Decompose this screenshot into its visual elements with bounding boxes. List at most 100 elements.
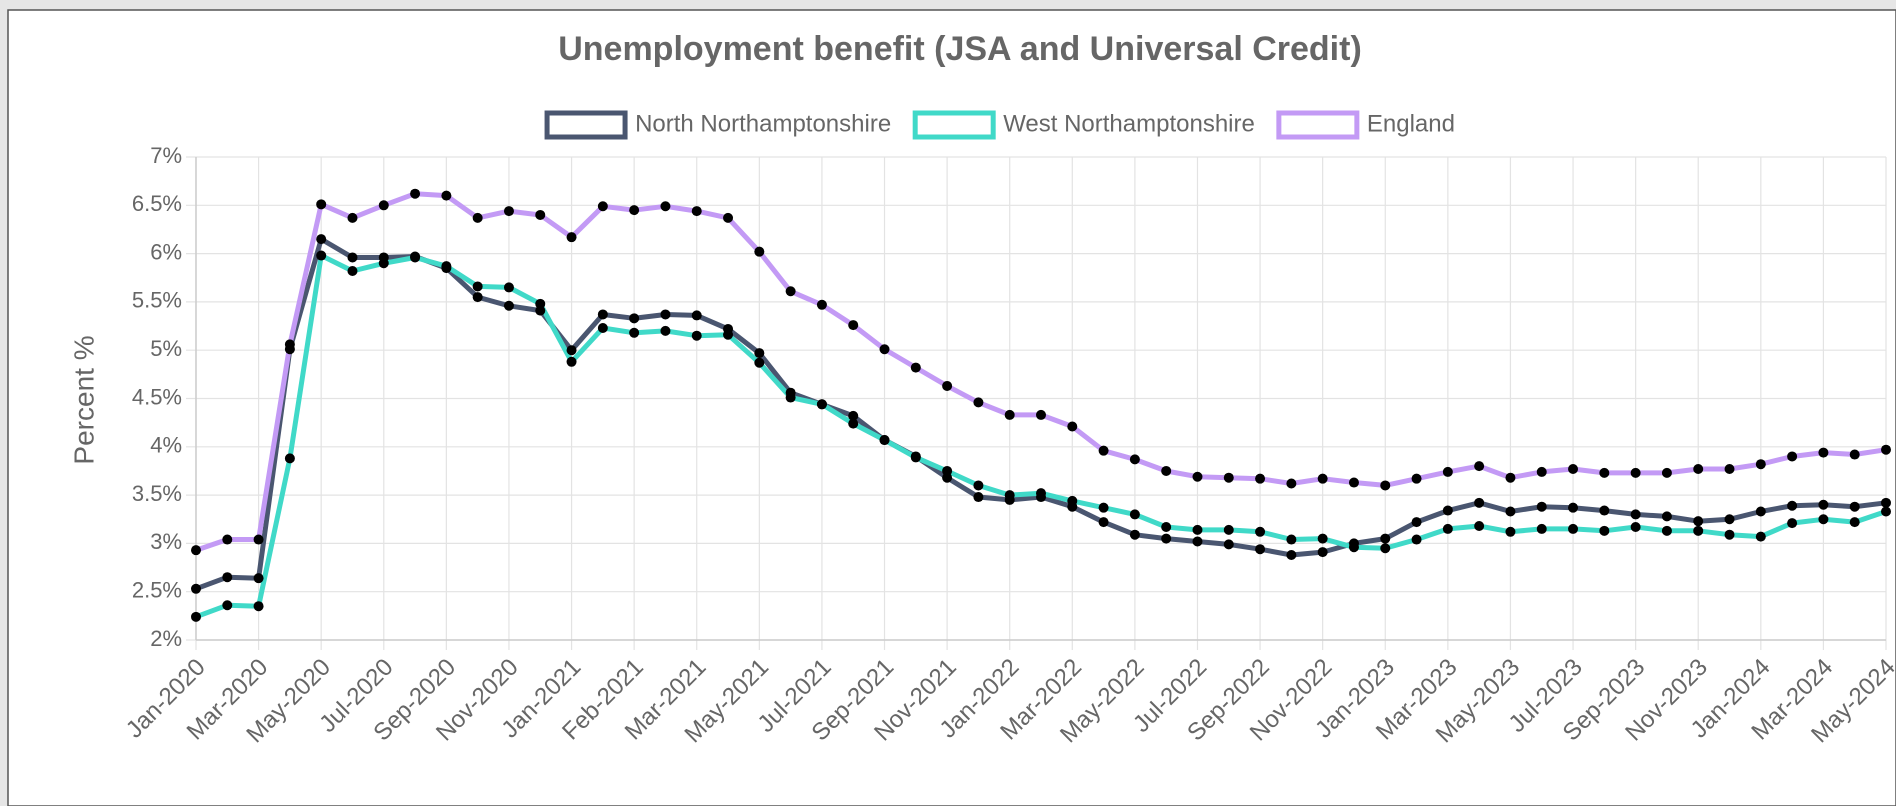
data-point [1536,523,1547,534]
data-point [910,452,921,463]
data-point [1630,509,1641,520]
data-point [1255,526,1266,537]
y-tick-label: 4.5% [132,384,182,409]
y-tick-label: 6% [150,239,182,264]
data-point [316,250,327,261]
data-point [1129,509,1140,520]
data-point [1474,461,1485,472]
data-point [1881,444,1891,455]
data-point [1881,497,1891,508]
data-point [222,534,233,545]
data-point [942,465,953,476]
data-point [1442,466,1453,477]
data-point [472,212,483,223]
data-point [566,356,577,367]
data-point [503,300,514,311]
data-point [1630,521,1641,532]
legend-label: England [1367,110,1455,137]
data-point [816,299,827,310]
data-point [1192,524,1203,535]
data-point [284,453,295,464]
data-point [253,601,264,612]
data-point [597,309,608,320]
data-point [566,232,577,243]
data-point [1505,526,1516,537]
data-point [1411,473,1422,484]
y-tick-label: 4% [150,433,182,458]
data-point [1036,488,1046,499]
data-point [1849,517,1860,528]
legend-swatch [1276,110,1360,140]
data-point [1881,506,1891,517]
data-point [1192,536,1203,547]
data-point [1192,471,1203,482]
y-tick-label: 5% [150,336,182,361]
data-point [660,325,671,336]
data-point [1380,533,1391,544]
data-point [1411,517,1422,528]
data-point [848,320,859,331]
data-point [378,200,389,211]
data-point [597,322,608,333]
data-point [691,206,702,217]
data-point [191,611,201,622]
data-point [723,329,734,340]
legend-label: West Northamptonshire [1003,110,1255,137]
data-point [410,188,421,199]
data-point [1599,467,1610,478]
data-point [629,313,640,324]
data-point [1755,531,1766,542]
data-point [1098,502,1109,513]
data-point [1599,505,1610,516]
data-point [1067,495,1078,506]
data-point [1411,534,1422,545]
data-point [660,309,671,320]
data-point [629,205,640,216]
data-point [1505,472,1516,483]
data-point [472,281,483,292]
data-point [1474,497,1485,508]
data-point [1161,465,1172,476]
data-point [754,246,765,257]
data-point [1568,523,1579,534]
data-point [1442,505,1453,516]
data-point [441,190,452,201]
data-point [1849,501,1860,512]
data-point [879,344,890,355]
data-point [910,362,921,373]
data-point [1599,525,1610,536]
data-point [253,573,264,584]
data-point [1161,521,1172,532]
data-point [848,410,859,421]
data-point [1223,472,1234,483]
data-point [347,252,358,263]
data-point [1004,490,1015,501]
data-point [754,348,765,359]
data-point [191,583,201,594]
data-point [410,252,421,263]
legend-swatch [912,110,996,140]
data-point [1661,511,1672,522]
data-point [1693,525,1704,536]
data-point [503,206,514,217]
data-point [1067,421,1078,432]
data-point [1661,525,1672,536]
data-point [1098,445,1109,456]
data-point [441,261,452,272]
data-point [597,201,608,212]
data-point [222,572,233,583]
data-point [535,298,546,309]
data-point [1661,467,1672,478]
data-point [191,545,201,556]
data-point [1223,524,1234,535]
data-point [1255,473,1266,484]
data-point [1787,500,1798,511]
data-point [1505,506,1516,517]
data-point [1255,544,1266,555]
data-point [347,212,358,223]
data-point [1474,521,1485,532]
data-point [1787,451,1798,462]
data-point [1380,543,1391,554]
data-point [1004,409,1015,420]
